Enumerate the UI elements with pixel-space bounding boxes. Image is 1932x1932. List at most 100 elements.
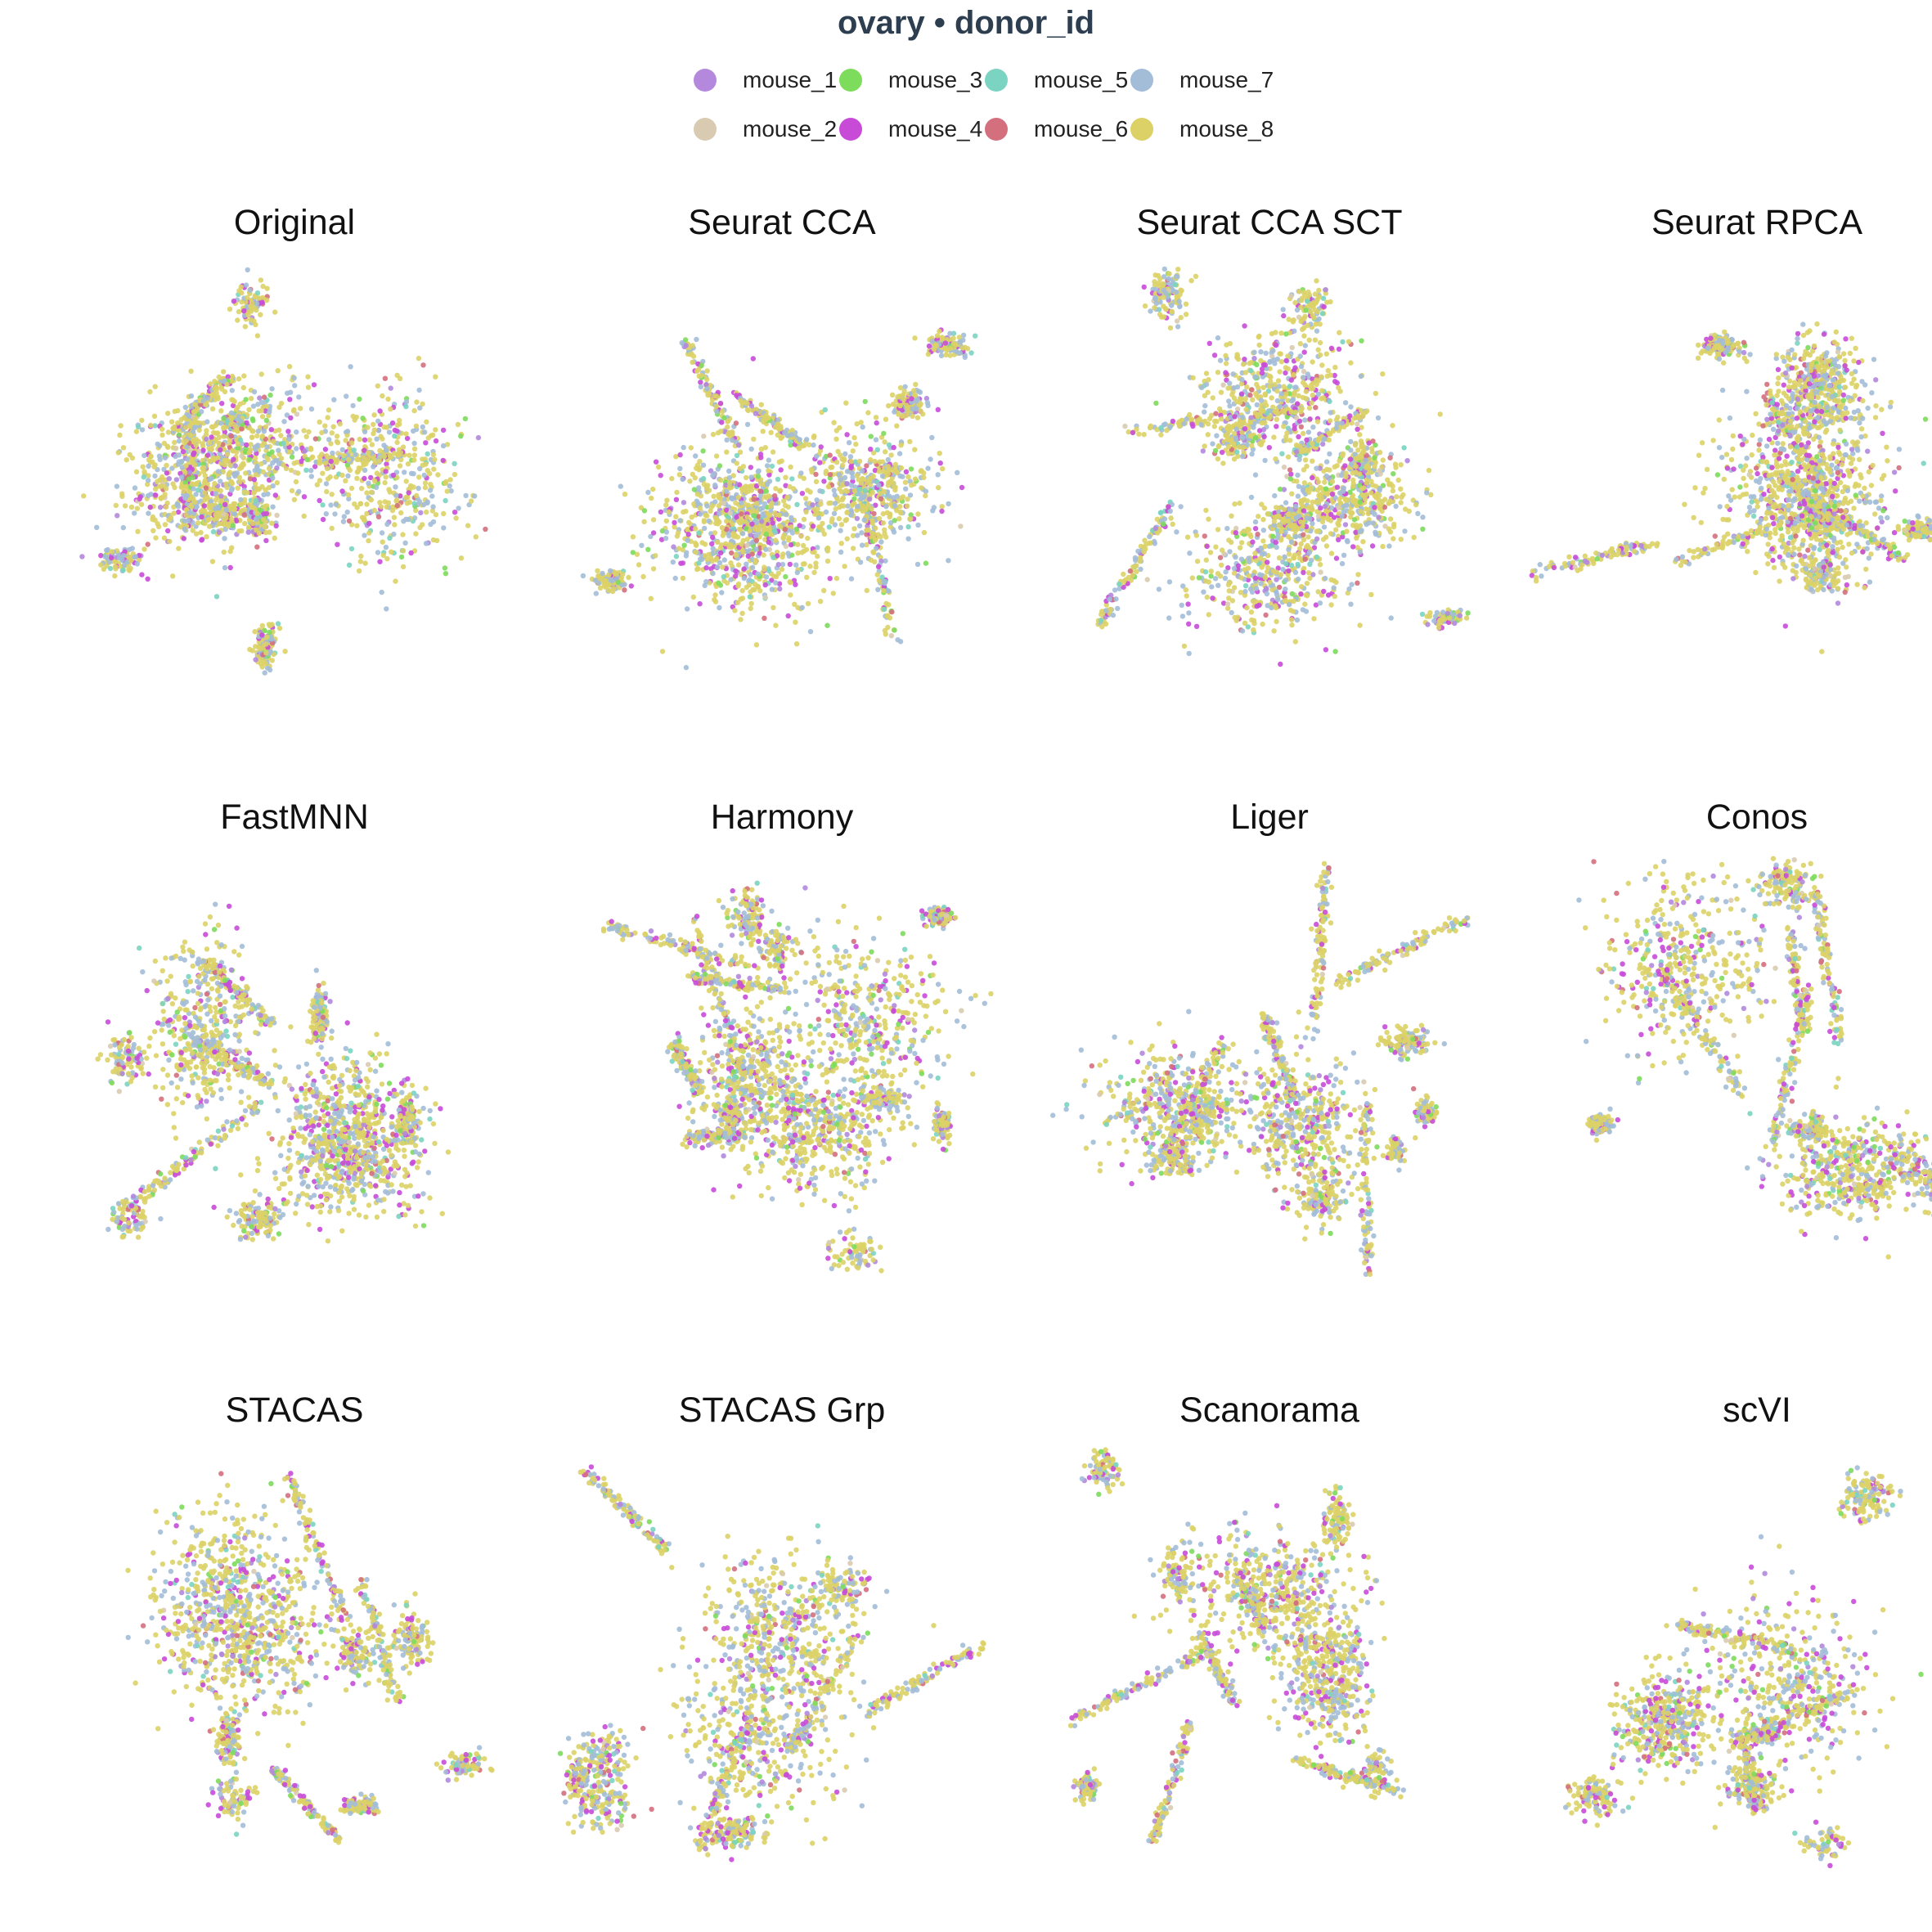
cell-point <box>848 465 854 471</box>
legend-item: mouse_7 <box>1130 64 1274 97</box>
cell-point <box>204 395 210 402</box>
cell-point <box>401 519 407 524</box>
cell-point <box>756 514 762 519</box>
cell-point <box>869 530 875 537</box>
cell-point <box>195 448 202 454</box>
cell-point <box>639 542 645 548</box>
cell-point <box>339 447 345 452</box>
cell-point <box>891 444 896 451</box>
cell-point <box>183 512 189 518</box>
cell-point <box>793 582 798 587</box>
cell-point <box>848 512 854 518</box>
cell-point <box>890 402 896 407</box>
cell-point <box>771 604 776 611</box>
cell-point <box>252 456 258 461</box>
cell-point <box>253 472 258 478</box>
cell-point <box>1274 577 1279 582</box>
cell-point <box>690 594 696 600</box>
cell-point <box>804 574 810 580</box>
cell-point <box>298 406 303 411</box>
cell-point <box>851 435 857 441</box>
cell-point <box>712 530 718 536</box>
cell-point <box>676 546 682 551</box>
cell-point <box>708 468 714 474</box>
cell-point <box>250 429 256 434</box>
cell-point <box>364 490 370 496</box>
cell-point <box>705 483 711 488</box>
cell-point <box>1332 649 1338 654</box>
cell-point <box>1287 601 1292 608</box>
cell-point <box>326 407 332 413</box>
cell-point <box>383 469 389 474</box>
cell-point <box>738 398 744 404</box>
cell-point <box>728 577 734 582</box>
cell-point <box>175 420 181 426</box>
cell-point <box>204 419 210 425</box>
cell-point <box>1242 620 1248 626</box>
cell-point <box>695 500 701 506</box>
cell-point <box>1294 617 1301 623</box>
cell-point <box>1251 356 1257 362</box>
cell-point <box>739 610 745 616</box>
cell-point <box>253 657 258 663</box>
cell-point <box>833 505 838 512</box>
cell-point <box>703 381 709 388</box>
cell-point <box>276 625 283 631</box>
cell-point <box>301 428 307 434</box>
cell-point <box>1303 592 1309 598</box>
cell-point <box>1314 554 1320 560</box>
cell-point <box>1341 552 1347 558</box>
cell-point <box>263 650 269 656</box>
cell-point <box>730 533 737 539</box>
cell-point <box>269 658 275 663</box>
legend-label: mouse_7 <box>1179 67 1274 93</box>
cell-point <box>838 528 843 533</box>
cell-point <box>717 545 724 550</box>
cell-point <box>1289 617 1295 622</box>
cell-point <box>270 453 276 460</box>
cell-point <box>936 485 941 491</box>
cell-point <box>929 339 935 344</box>
cell-point <box>175 407 181 414</box>
cell-point <box>274 480 280 486</box>
cell-point <box>216 434 222 440</box>
cell-point <box>753 642 760 648</box>
cell-point <box>844 536 850 541</box>
cell-point <box>1276 384 1282 389</box>
cell-point <box>1166 579 1173 585</box>
cell-point <box>622 587 627 593</box>
cell-point <box>151 464 157 470</box>
cell-point <box>249 520 256 527</box>
cell-point <box>805 535 811 541</box>
cell-point <box>384 461 389 467</box>
cell-point <box>253 516 259 522</box>
cell-point <box>675 530 681 536</box>
cell-point <box>328 502 334 508</box>
cell-point <box>1290 609 1296 614</box>
cell-point <box>904 503 910 509</box>
cell-point <box>296 394 302 400</box>
cell-point <box>670 559 676 565</box>
cell-point <box>921 474 927 480</box>
cell-point <box>679 339 685 346</box>
cell-point <box>1292 552 1298 558</box>
cell-point <box>314 482 320 487</box>
cell-point <box>1208 568 1214 574</box>
cell-point <box>152 473 158 479</box>
cell-point <box>818 501 824 507</box>
cell-point <box>233 518 240 524</box>
cell-point <box>868 434 874 439</box>
cell-point <box>1215 527 1221 532</box>
cell-point <box>1337 330 1342 335</box>
cell-point <box>911 393 918 398</box>
cell-point <box>1187 550 1193 556</box>
cell-point <box>896 451 903 456</box>
cell-point <box>398 510 404 516</box>
cell-point <box>839 483 846 488</box>
cell-point <box>1254 362 1260 367</box>
cell-point <box>858 496 864 501</box>
cell-point <box>333 501 339 508</box>
cell-point <box>880 500 886 506</box>
cell-point <box>371 456 377 462</box>
cell-point <box>156 453 163 459</box>
